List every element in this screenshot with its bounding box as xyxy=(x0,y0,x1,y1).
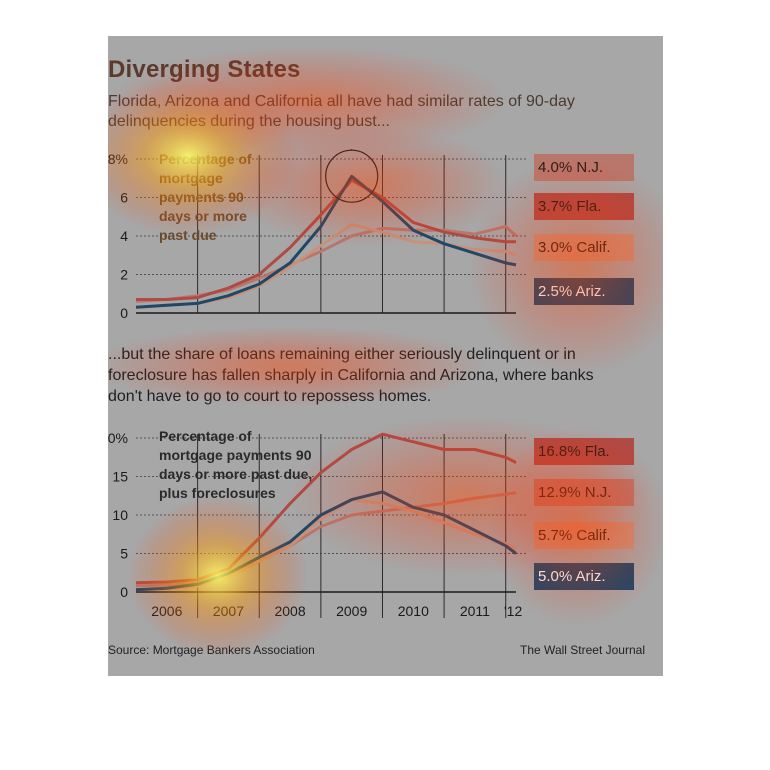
legend-badge-nj.: 12.9% N.J. xyxy=(534,479,634,506)
y-tick-label: 6 xyxy=(120,190,128,206)
graphic-title: Diverging States xyxy=(108,56,301,83)
x-tick-label: 2011 xyxy=(460,603,490,619)
y-tick-label: 4 xyxy=(120,228,128,244)
series-line-nj. xyxy=(135,491,517,588)
y-tick-label: 10 xyxy=(112,507,128,523)
chart1-description: Percentage of mortgage payments 90 days … xyxy=(159,151,252,243)
publisher-credit: The Wall Street Journal xyxy=(520,643,645,657)
x-tick-label: 2006 xyxy=(151,603,182,619)
legend-badge-calif: 3.0% Calif. xyxy=(534,234,634,261)
legend-badge-fla: 3.7% Fla. xyxy=(534,193,634,220)
subtitle-middle: ...but the share of loans remaining eith… xyxy=(108,346,594,405)
x-tick-label: 2007 xyxy=(213,603,244,619)
x-tick-label: 2008 xyxy=(274,603,305,619)
series-line-ariz xyxy=(135,490,517,592)
graphic-panel: Diverging States Florida, Arizona and Ca… xyxy=(108,36,663,676)
chart2-description: Percentage of mortgage payments 90 days … xyxy=(159,428,313,501)
legend-badge-ariz: 5.0% Ariz. xyxy=(534,563,634,590)
x-tick-label: '12 xyxy=(504,603,522,619)
y-tick-label: 8% xyxy=(108,151,128,167)
legend-badge-ariz: 2.5% Ariz. xyxy=(534,278,634,305)
legend-badge-fla: 16.8% Fla. xyxy=(534,438,634,465)
legend-badge-calif: 5.7% Calif. xyxy=(534,522,634,549)
y-tick-label: 20% xyxy=(108,430,128,446)
y-tick-label: 2 xyxy=(120,267,128,283)
source-note: Source: Mortgage Bankers Association xyxy=(108,643,315,657)
x-tick-label: 2009 xyxy=(336,603,367,619)
y-tick-label: 0 xyxy=(120,584,128,600)
x-tick-label: 2010 xyxy=(398,603,429,619)
y-tick-label: 5 xyxy=(120,546,128,562)
subtitle-top: Florida, Arizona and California all have… xyxy=(108,93,575,130)
y-tick-label: 0 xyxy=(120,305,128,321)
legend-badge-nj.: 4.0% N.J. xyxy=(534,154,634,181)
y-tick-label: 15 xyxy=(112,469,128,485)
